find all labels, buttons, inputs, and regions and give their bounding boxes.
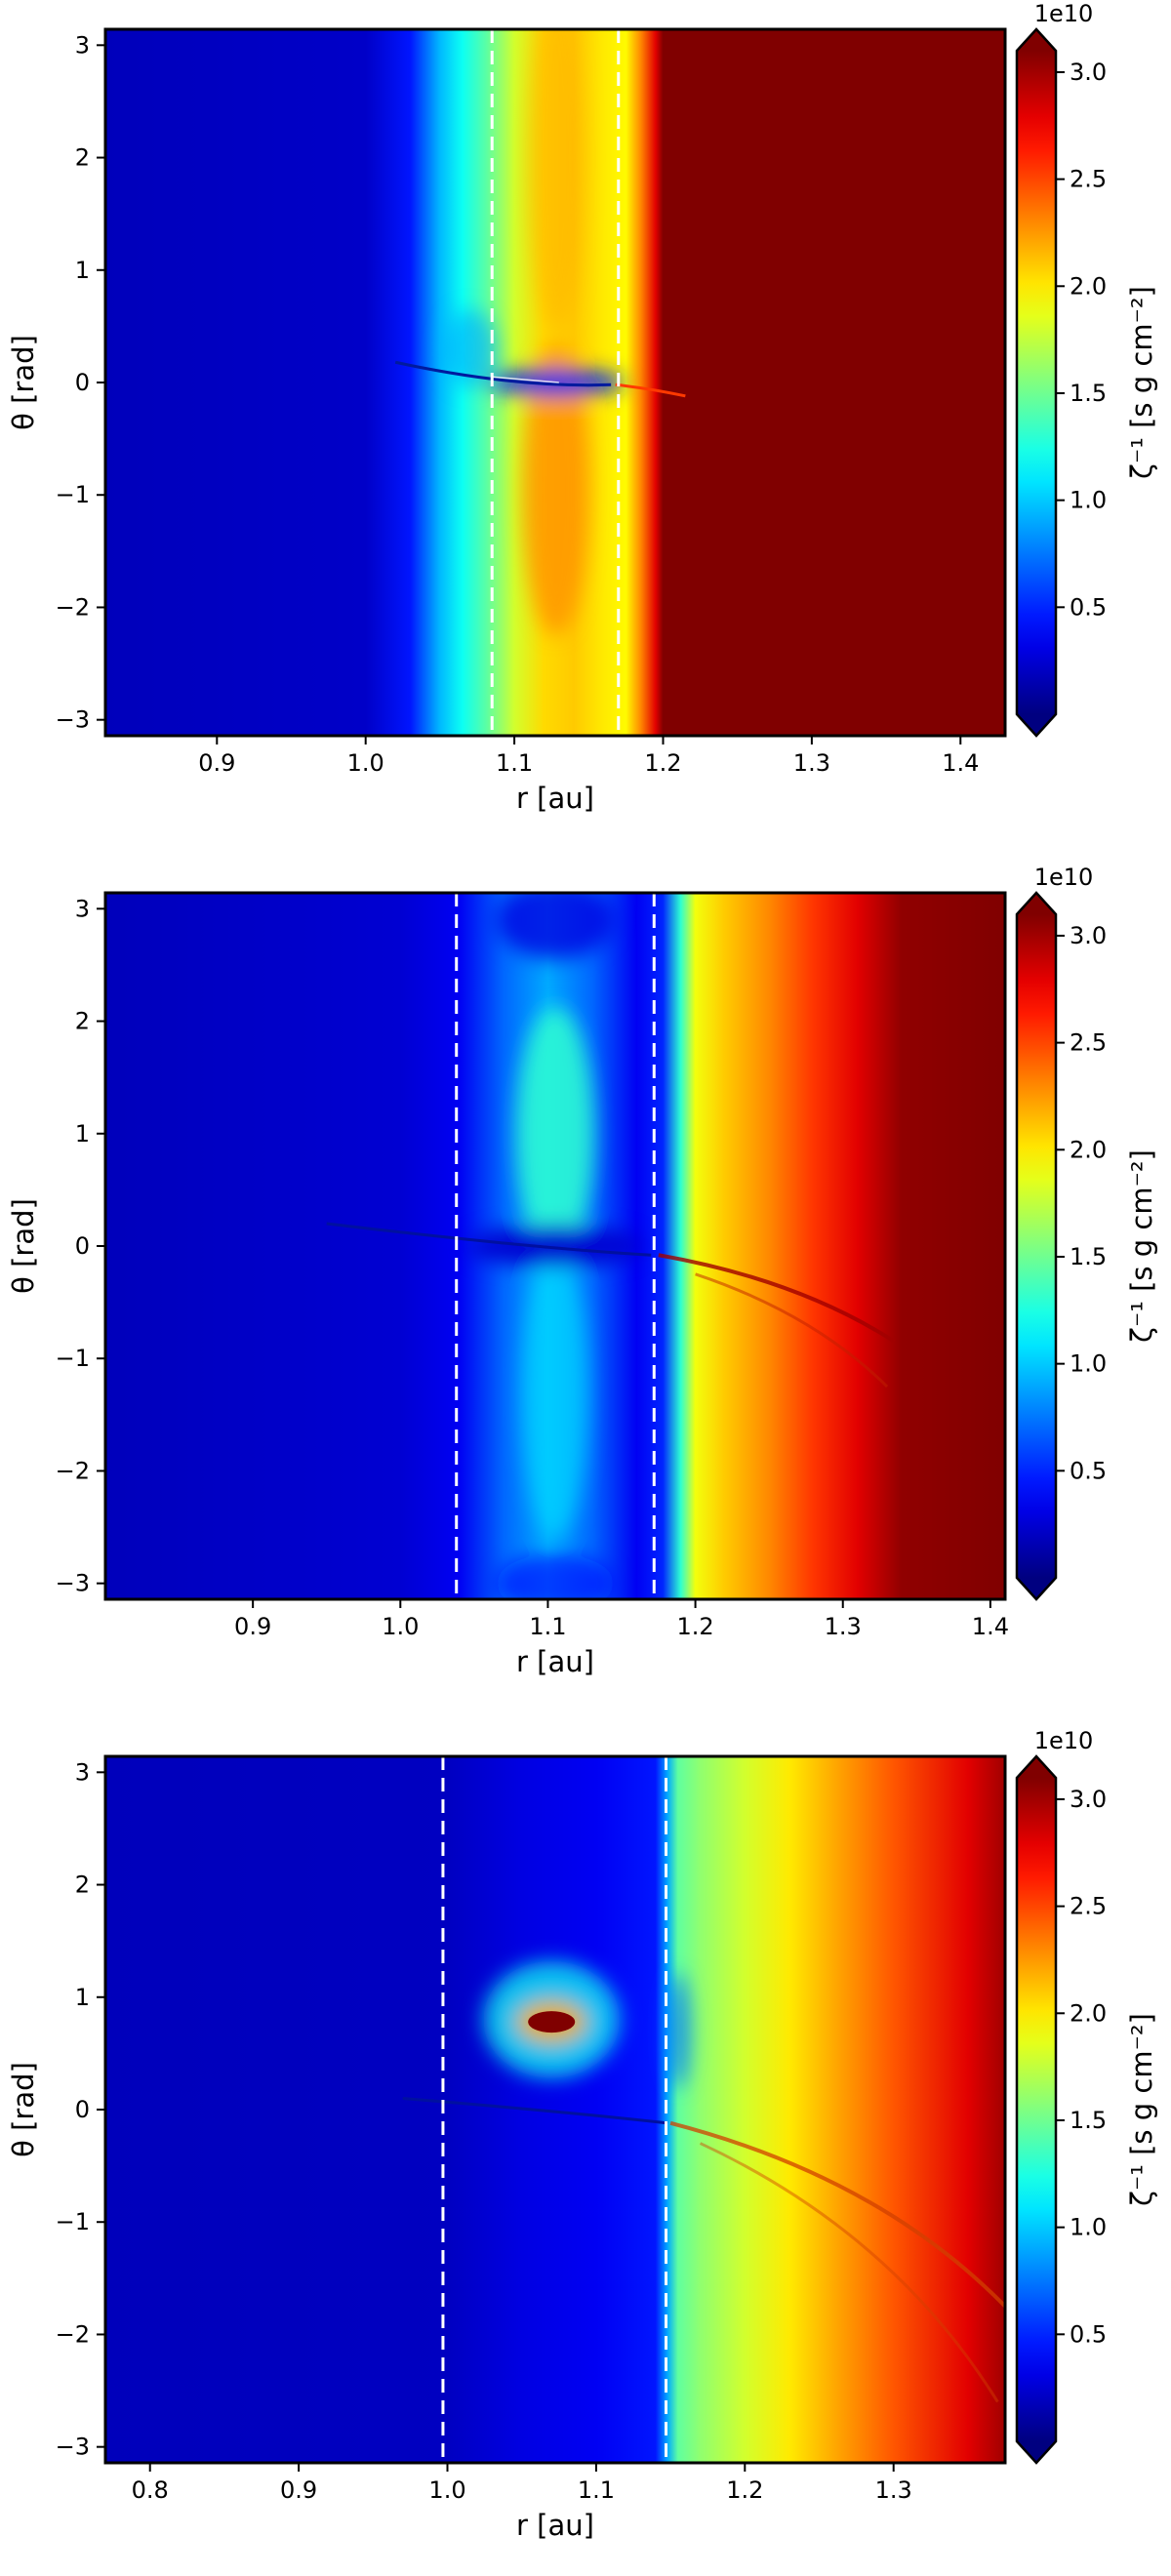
- y-tick-label: −1: [56, 2208, 90, 2235]
- x-tick-label: 1.4: [972, 1613, 1009, 1640]
- y-tick-label: −2: [56, 2320, 90, 2348]
- x-tick-label: 1.2: [726, 2476, 763, 2504]
- colorbar-tick-label: 1.0: [1070, 487, 1107, 514]
- y-tick-label: 0: [75, 1232, 90, 1260]
- colorbar-label: ζ⁻¹ [s g cm⁻²]: [1125, 1149, 1158, 1343]
- colorbar-tick-label: 0.5: [1070, 593, 1107, 621]
- colorbar-extend-min: [1017, 714, 1056, 736]
- y-axis-label: θ [rad]: [7, 1198, 40, 1294]
- x-tick-label: 1.0: [428, 2476, 465, 2504]
- colorbar-extend-min: [1017, 2441, 1056, 2463]
- colorbar-tick-label: 3.0: [1070, 922, 1107, 949]
- y-axis-label: θ [rad]: [7, 2062, 40, 2157]
- colorbar-tick-label: 2.0: [1070, 272, 1107, 300]
- colorbar-tick-label: 1.0: [1070, 2214, 1107, 2241]
- heatmap-panel-3: 0.8 0.9 1.0 1.1 1.2 1.3 −3 −2 −1 0 1 2 3 r [au] θ [rad…: [7, 1727, 1158, 2542]
- heatmap-field: [105, 1756, 1005, 2463]
- colorbar-tick-label: 2.0: [1070, 1136, 1107, 1163]
- x-tick-label: 0.9: [234, 1613, 271, 1640]
- colorbar-tick-label: 3.0: [1070, 1786, 1107, 1813]
- x-tick-label: 1.3: [793, 749, 830, 777]
- colorbar-label: ζ⁻¹ [s g cm⁻²]: [1125, 2013, 1158, 2206]
- colorbar-multiplier: 1e10: [1034, 0, 1094, 27]
- colorbar-tick-label: 0.5: [1070, 1457, 1107, 1484]
- y-tick-label: −1: [56, 1345, 90, 1372]
- colorbar-extend-max: [1017, 893, 1056, 914]
- y-tick-label: −3: [56, 1570, 90, 1597]
- y-tick-label: −2: [56, 1457, 90, 1484]
- x-axis-label: r [au]: [516, 2509, 594, 2542]
- x-tick-label: 1.1: [496, 749, 533, 777]
- colorbar-extend-max: [1017, 29, 1056, 51]
- y-tick-label: 3: [75, 895, 90, 922]
- y-tick-label: −3: [56, 706, 90, 734]
- heatmap-panel-2: 0.9 1.0 1.1 1.2 1.3 1.4 −3 −2 −1 0 1 2 3 r [au] θ [rad…: [7, 864, 1158, 1678]
- x-tick-label: 0.8: [132, 2476, 169, 2504]
- colorbar-gradient: [1017, 1778, 1056, 2441]
- colorbar-extend-max: [1017, 1756, 1056, 1778]
- colorbar-label: ζ⁻¹ [s g cm⁻²]: [1125, 286, 1158, 479]
- x-tick-label: 1.3: [875, 2476, 912, 2504]
- heatmap-features: [394, 29, 686, 636]
- x-tick-label: 1.3: [825, 1613, 862, 1640]
- heatmap-features: [326, 893, 896, 1599]
- colorbar-tick-label: 1.0: [1070, 1350, 1107, 1378]
- colorbar-tick-label: 1.5: [1070, 380, 1107, 407]
- y-tick-label: 2: [75, 144, 90, 172]
- x-tick-label: 1.0: [382, 1613, 419, 1640]
- x-tick-label: 1.1: [578, 2476, 615, 2504]
- colorbar-tick-label: 3.0: [1070, 59, 1107, 86]
- colorbar-outline: [1015, 1754, 1058, 2465]
- x-tick-label: 1.2: [644, 749, 681, 777]
- x-axis-label: r [au]: [516, 1645, 594, 1678]
- heatmap-radial-profile: [105, 1756, 1005, 2463]
- colorbar: 0.5 1.0 1.5 2.0 2.5 3.0 1e10 ζ⁻¹ [s g cm⁻²]: [1015, 0, 1158, 738]
- colorbar-tick-label: 2.0: [1070, 1999, 1107, 2027]
- heatmap-field: [105, 29, 1005, 736]
- colorbar-multiplier: 1e10: [1034, 1727, 1094, 1754]
- heatmap-features: [402, 1960, 1005, 2403]
- colorbar-multiplier: 1e10: [1034, 864, 1094, 891]
- colorbar-tick-label: 2.5: [1070, 1029, 1107, 1057]
- x-tick-label: 1.1: [529, 1613, 566, 1640]
- y-tick-label: 1: [75, 1984, 90, 2011]
- x-tick-label: 0.9: [280, 2476, 317, 2504]
- colorbar-tick-label: 1.5: [1070, 2107, 1107, 2134]
- x-tick-label: 1.4: [942, 749, 979, 777]
- y-tick-label: 0: [75, 2096, 90, 2123]
- y-tick-label: 2: [75, 1008, 90, 1035]
- y-tick-label: 3: [75, 1758, 90, 1786]
- y-tick-label: −3: [56, 2434, 90, 2461]
- y-tick-label: 2: [75, 1872, 90, 1899]
- y-tick-label: 3: [75, 31, 90, 59]
- y-tick-label: 1: [75, 257, 90, 284]
- colorbar-tick-label: 0.5: [1070, 2320, 1107, 2348]
- colorbar: 0.5 1.0 1.5 2.0 2.5 3.0 1e10 ζ⁻¹ [s g cm⁻²]: [1015, 1727, 1158, 2465]
- x-tick-label: 1.0: [347, 749, 384, 777]
- x-axis-label: r [au]: [516, 782, 594, 815]
- y-tick-label: −2: [56, 593, 90, 621]
- x-tick-label: 1.2: [677, 1613, 714, 1640]
- y-tick-label: 0: [75, 369, 90, 396]
- heatmap-field: [105, 893, 1005, 1599]
- colorbar-tick-label: 2.5: [1070, 166, 1107, 193]
- colorbar-gradient: [1017, 51, 1056, 714]
- colorbar-outline: [1015, 27, 1058, 738]
- y-axis-label: θ [rad]: [7, 335, 40, 430]
- colorbar-gradient: [1017, 914, 1056, 1578]
- colorbar-outline: [1015, 891, 1058, 1601]
- colorbar: 0.5 1.0 1.5 2.0 2.5 3.0 1e10 ζ⁻¹ [s g cm⁻²]: [1015, 864, 1158, 1601]
- colorbar-tick-label: 1.5: [1070, 1243, 1107, 1270]
- y-tick-label: −1: [56, 481, 90, 508]
- x-tick-label: 0.9: [198, 749, 235, 777]
- colorbar-tick-label: 2.5: [1070, 1893, 1107, 1920]
- y-tick-label: 1: [75, 1120, 90, 1147]
- colorbar-extend-min: [1017, 1578, 1056, 1599]
- heatmap-panel-1: 0.9 1.0 1.1 1.2 1.3 1.4 −3 −2 −1 0 1 2 3 r [au] θ [rad…: [7, 0, 1158, 815]
